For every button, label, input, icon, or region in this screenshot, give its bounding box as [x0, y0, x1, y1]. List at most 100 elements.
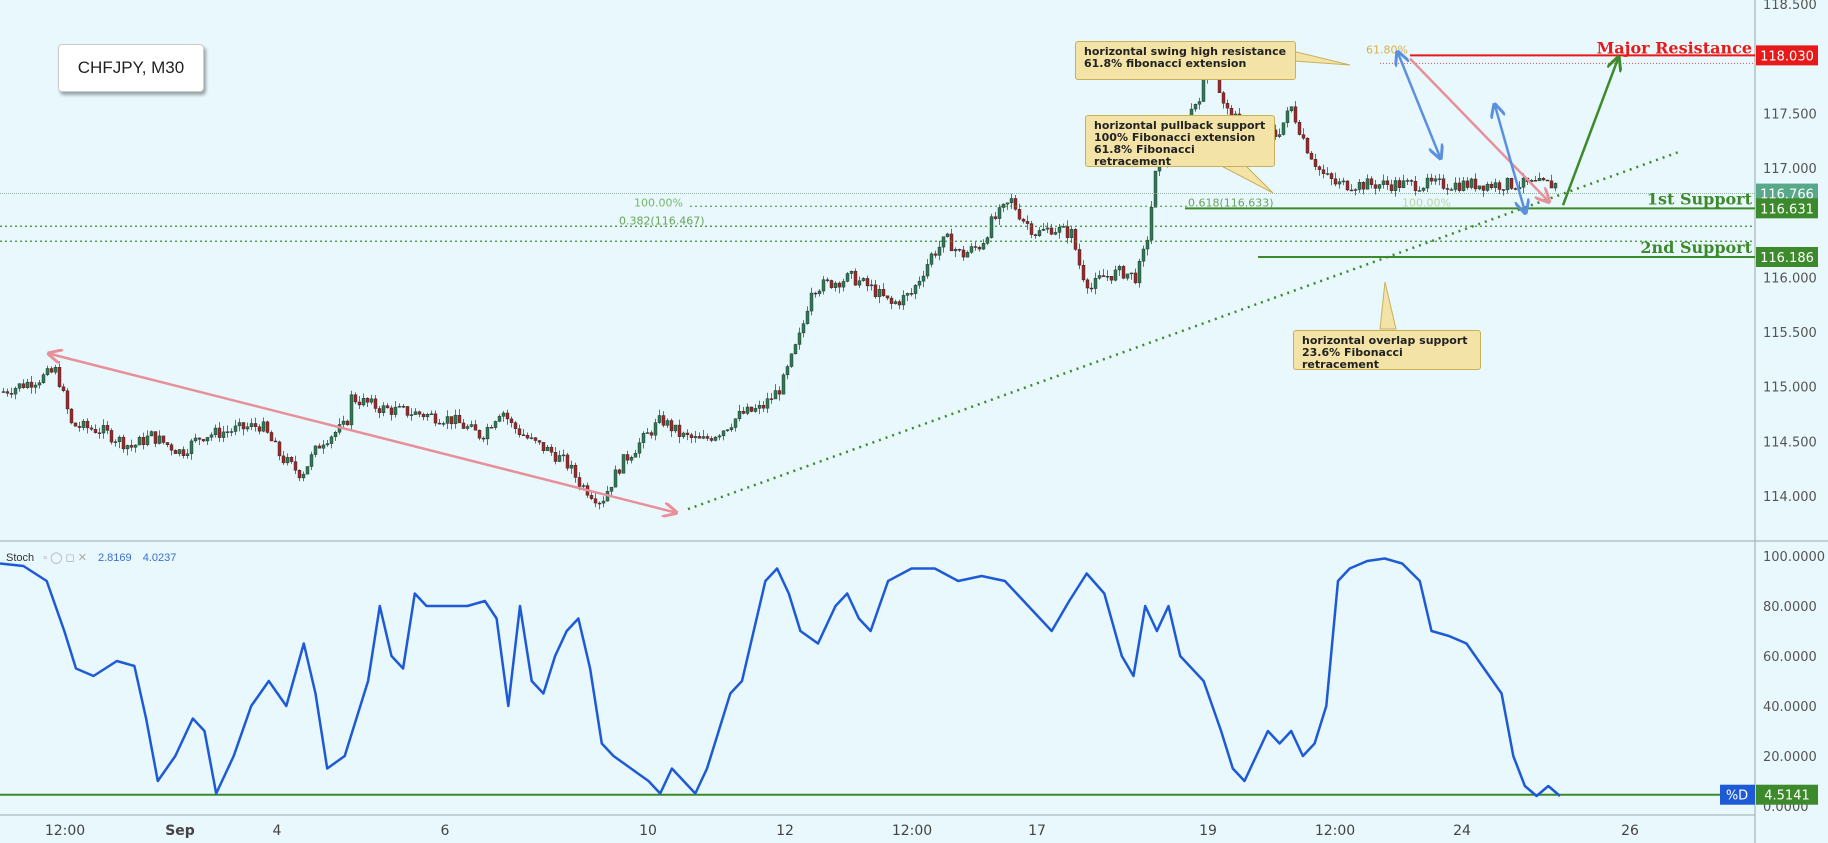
candle-body — [837, 282, 842, 288]
candle-body — [265, 421, 270, 433]
candle-body — [1065, 226, 1070, 238]
price-tick-label: 114.000 — [1763, 490, 1817, 505]
candle-body — [345, 420, 350, 426]
fib-label-100: 100.00% — [634, 196, 683, 209]
candle-body — [297, 470, 302, 479]
time-tick-label: 12 — [776, 823, 794, 839]
time-tick-label: 4 — [273, 823, 282, 839]
time-tick-label: Sep — [165, 823, 195, 839]
candle-body — [81, 420, 86, 428]
candle-body — [709, 438, 714, 441]
candle-body — [1141, 248, 1146, 262]
candle-body — [453, 414, 458, 425]
candle-body — [1393, 180, 1398, 191]
candle-body — [117, 436, 122, 442]
candle-body — [33, 384, 38, 388]
candle-body — [289, 457, 294, 462]
candle-body — [457, 414, 462, 424]
time-tick-label: 24 — [1453, 823, 1471, 839]
price-tag — [1756, 45, 1818, 66]
candle-body — [233, 425, 238, 432]
candle-body — [601, 500, 606, 504]
candle-body — [529, 437, 534, 439]
candle-body — [561, 454, 566, 457]
candle-body — [217, 427, 222, 438]
candle-body — [509, 418, 514, 423]
drop-arrow-blue — [1495, 106, 1525, 212]
time-tick-label: 12:00 — [45, 823, 85, 839]
candle-body — [513, 422, 518, 429]
candle-body — [1437, 178, 1442, 180]
candle-body — [933, 253, 938, 256]
candle-body — [873, 284, 878, 298]
candle-body — [1125, 273, 1130, 279]
stoch-title: Stoch — [6, 552, 35, 564]
candle-body — [781, 374, 786, 395]
candle-body — [773, 390, 778, 400]
candle-body — [201, 439, 206, 442]
candle-body — [1325, 173, 1330, 175]
candle-body — [1001, 203, 1006, 208]
candle-body — [1153, 170, 1158, 208]
candle-body — [1397, 180, 1402, 188]
candle-body — [101, 425, 106, 434]
candle-body — [945, 233, 950, 237]
candle-body — [209, 434, 214, 438]
candle-body — [521, 434, 526, 436]
candle-body — [921, 275, 926, 282]
stoch-value-tag-label: 4.5141 — [1764, 789, 1810, 804]
candle-body — [889, 297, 894, 304]
stoch-line — [0, 557, 1561, 798]
candle-body — [109, 430, 114, 443]
candle-body — [1357, 182, 1362, 190]
candle-body — [553, 452, 558, 462]
candle-body — [1037, 230, 1042, 236]
candle-body — [1073, 229, 1078, 250]
candle-body — [1449, 189, 1454, 191]
candle-body — [189, 440, 194, 454]
candle-body — [841, 281, 846, 288]
candle-body — [121, 436, 126, 450]
candle-body — [801, 323, 806, 334]
candle-body — [1361, 182, 1366, 190]
candle-body — [977, 247, 982, 250]
price-tick-label: 118.500 — [1763, 0, 1817, 13]
candle-body — [329, 436, 334, 444]
candle-body — [909, 293, 914, 295]
stoch-value-k: 2.8169 — [98, 552, 132, 564]
candle-body — [517, 428, 522, 435]
candle-body — [37, 382, 42, 386]
stoch-controls[interactable]: ▫ ◯ ◻ ✕ — [43, 552, 87, 564]
stoch-value-tag — [1756, 784, 1818, 805]
candle-body — [829, 280, 834, 288]
time-tick-label: 17 — [1028, 823, 1046, 839]
candle-body — [705, 436, 710, 439]
symbol-label[interactable]: CHFJPY, M30 — [58, 44, 204, 92]
candle-body — [869, 284, 874, 287]
candle-body — [393, 406, 398, 415]
candle-body — [385, 405, 390, 409]
candle-body — [1533, 180, 1538, 182]
candle-body — [317, 445, 322, 449]
candle-body — [1369, 178, 1374, 185]
candle-body — [1025, 221, 1030, 224]
candle-body — [1433, 178, 1438, 182]
candle-body — [69, 408, 74, 424]
candle-body — [333, 432, 338, 438]
candle-body — [1093, 277, 1098, 289]
candle-body — [713, 436, 718, 441]
candle-body — [489, 427, 494, 429]
candle-body — [1193, 103, 1198, 110]
candle-body — [1373, 184, 1378, 189]
candle-body — [405, 406, 410, 416]
candle-body — [1049, 227, 1054, 235]
candle-body — [125, 445, 130, 450]
candle-body — [1077, 249, 1082, 266]
candle-body — [501, 412, 506, 417]
candle-body — [429, 413, 434, 415]
candle-body — [633, 453, 638, 458]
candle-body — [1537, 178, 1542, 182]
candle-body — [761, 405, 766, 409]
candle-body — [257, 426, 262, 432]
